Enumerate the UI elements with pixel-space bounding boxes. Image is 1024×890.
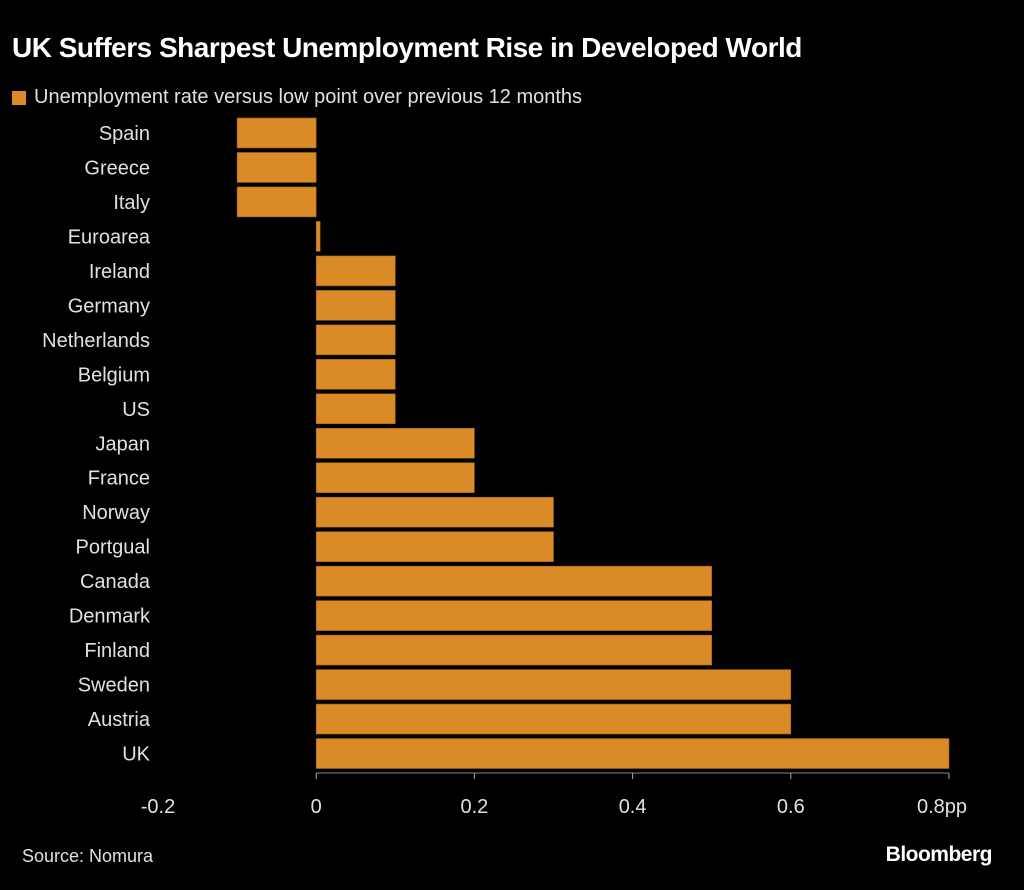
x-tick-label: 0 — [311, 796, 322, 818]
category-label: UK — [122, 744, 150, 766]
bar-belgium — [315, 359, 396, 390]
bar-netherlands — [315, 324, 396, 356]
category-label: Germany — [68, 295, 150, 317]
bloomberg-logo: Bloomberg — [885, 843, 993, 866]
legend-swatch — [12, 90, 26, 105]
bar-france — [315, 462, 475, 494]
bar-greece — [236, 152, 317, 183]
x-tick-label: 0.2 — [460, 796, 488, 818]
category-label: Japan — [96, 433, 151, 455]
category-label: US — [122, 399, 150, 421]
category-label: Austria — [88, 709, 151, 731]
category-label: Denmark — [69, 606, 151, 628]
bar-spain — [236, 117, 317, 149]
bar-uk — [315, 738, 950, 769]
chart-title: UK Suffers Sharpest Unemployment Rise in… — [12, 32, 802, 63]
bar-finland — [315, 634, 713, 666]
category-label: Euroarea — [68, 226, 151, 248]
x-tick-label: 0.6 — [777, 796, 805, 818]
x-tick-label: -0.2 — [141, 796, 175, 818]
category-label: Italy — [113, 192, 150, 214]
category-label: Netherlands — [42, 330, 150, 352]
category-label: Portgual — [76, 537, 151, 559]
category-label: Canada — [80, 571, 151, 593]
category-label: Greece — [84, 157, 150, 179]
bar-euroarea — [315, 221, 321, 252]
bar-canada — [315, 565, 713, 597]
legend-label: Unemployment rate versus low point over … — [34, 86, 583, 108]
legend: Unemployment rate versus low point over … — [12, 86, 582, 109]
category-label: Finland — [84, 640, 150, 662]
category-label: Spain — [99, 123, 150, 145]
bar-denmark — [315, 600, 713, 631]
category-label: France — [88, 468, 150, 490]
category-label: Norway — [82, 502, 150, 524]
bar-ireland — [315, 255, 396, 287]
bar-sweden — [315, 669, 792, 700]
bar-portgual — [315, 531, 554, 562]
bar-japan — [315, 427, 475, 459]
category-label: Ireland — [89, 261, 150, 283]
bar-italy — [236, 186, 317, 218]
source-note: Source: Nomura — [22, 846, 154, 866]
bar-germany — [315, 290, 396, 321]
category-label: Sweden — [78, 675, 150, 697]
bar-austria — [315, 703, 792, 735]
bar-us — [315, 393, 396, 425]
category-label: Belgium — [78, 364, 150, 386]
x-tick-label: 0.8pp — [917, 796, 967, 818]
x-tick-label: 0.4 — [619, 796, 647, 818]
bar-norway — [315, 496, 554, 528]
